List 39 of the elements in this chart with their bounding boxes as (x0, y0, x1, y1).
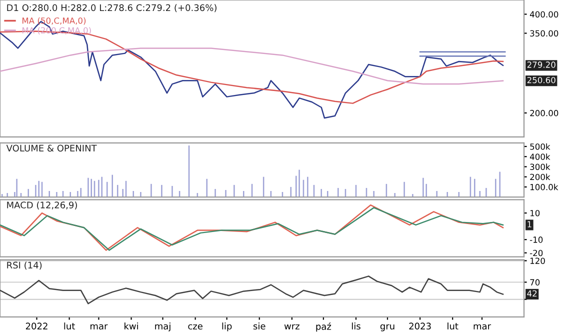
x-tick-label: paź (316, 322, 332, 332)
line-series (0, 276, 504, 304)
y-tick-label: 500k (530, 143, 550, 150)
x-tick-label: lut (448, 322, 458, 330)
x-tick-label: gru (380, 324, 394, 332)
y-tick-label: 200k (530, 174, 550, 180)
y-tick-label: 300k (530, 164, 550, 170)
legend-label: MA (50,C,MA,0) (22, 17, 86, 25)
annotation: 1 (528, 221, 532, 228)
chart-title: RSI (14) (7, 262, 42, 270)
y-tick-label: 400k (530, 153, 550, 160)
y-tick-label: 400.00 (530, 11, 558, 18)
y-tick-label: 120 (530, 258, 545, 264)
y-tick-label: 350.00 (530, 30, 558, 37)
y-tick-label: 100.0k (530, 184, 558, 190)
x-tick-label: lis (352, 322, 360, 330)
x-tick-label: kwi (124, 322, 138, 330)
annotation: 42 (527, 290, 537, 297)
x-tick-label: mar (90, 324, 108, 330)
y-tick-label: -10 (530, 236, 543, 243)
y-tick-label: 70 (530, 279, 540, 286)
x-tick-label: 2023 (409, 322, 431, 330)
x-tick-label: 2022 (26, 322, 48, 330)
x-tick-label: sie (253, 322, 266, 330)
chart-title: MACD (12,26,9) (7, 201, 77, 210)
chart-title: VOLUME & OPENINT (6, 144, 97, 152)
y-tick-label: -20 (530, 250, 543, 256)
chart-title: D1 O:280.0 H:282.0 L:278.6 C:279.2 (+0.36%) (7, 4, 216, 12)
y-tick-label: 200.00 (530, 110, 558, 116)
x-tick-label: wrz (284, 324, 300, 330)
x-tick-label: maj (155, 322, 170, 332)
x-tick-label: lip (222, 322, 232, 332)
annotation: 250.60 (527, 76, 556, 84)
y-tick-label: 10 (530, 210, 540, 216)
x-tick-label: cze (188, 324, 202, 330)
x-tick-label: mar (474, 324, 492, 330)
line-series (0, 48, 504, 85)
x-tick-label: lut (64, 322, 75, 330)
annotation: 279.20 (527, 62, 556, 68)
